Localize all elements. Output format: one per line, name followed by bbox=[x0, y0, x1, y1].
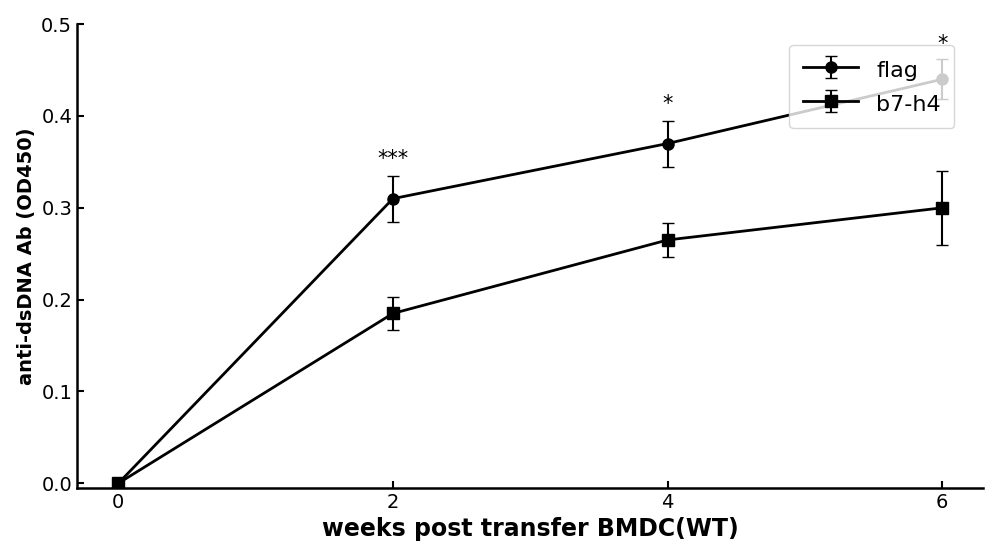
Legend: flag, b7-h4: flag, b7-h4 bbox=[789, 45, 954, 128]
Text: ***: *** bbox=[377, 149, 408, 169]
Y-axis label: anti-dsDNA Ab (OD450): anti-dsDNA Ab (OD450) bbox=[17, 127, 36, 385]
Text: *: * bbox=[937, 33, 947, 54]
Text: *: * bbox=[662, 94, 673, 114]
X-axis label: weeks post transfer BMDC(WT): weeks post transfer BMDC(WT) bbox=[322, 517, 739, 541]
